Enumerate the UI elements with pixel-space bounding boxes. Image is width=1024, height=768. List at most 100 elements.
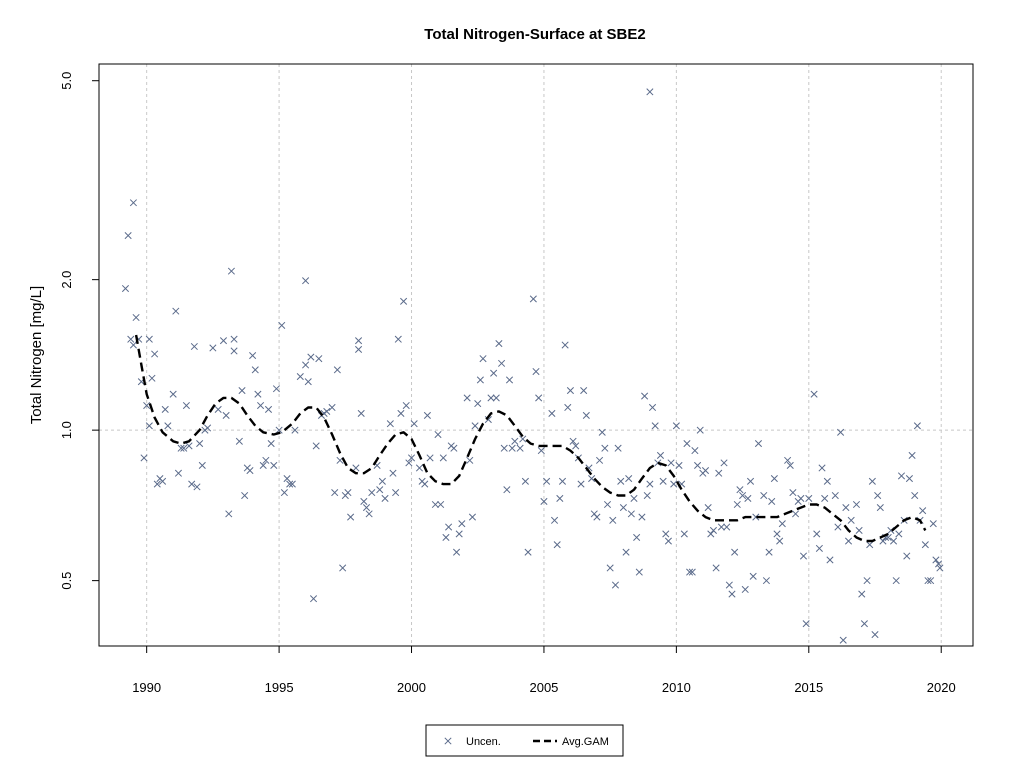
data-point xyxy=(511,437,519,445)
data-point xyxy=(219,337,228,345)
data-point xyxy=(577,480,585,488)
data-point xyxy=(524,548,532,556)
data-point xyxy=(145,335,153,343)
data-point xyxy=(286,480,294,488)
data-point xyxy=(903,552,911,560)
data-point xyxy=(823,477,831,485)
data-point xyxy=(283,475,291,483)
data-point xyxy=(532,367,540,376)
data-point xyxy=(127,335,135,343)
data-point xyxy=(762,577,770,585)
data-point xyxy=(484,415,492,424)
data-point xyxy=(500,444,508,452)
data-point xyxy=(304,378,312,386)
data-point xyxy=(784,456,792,464)
data-point xyxy=(267,440,275,448)
data-point xyxy=(648,403,657,412)
x-tick-label: 2020 xyxy=(927,680,956,695)
data-point xyxy=(593,513,601,521)
data-point xyxy=(368,489,376,497)
data-point xyxy=(540,497,548,506)
data-point xyxy=(921,541,929,549)
data-point xyxy=(739,491,747,500)
data-point xyxy=(786,461,794,469)
data-point xyxy=(354,337,363,345)
chart-title: Total Nitrogen-Surface at SBE2 xyxy=(424,26,645,43)
data-point xyxy=(468,513,476,521)
data-point xyxy=(476,376,484,384)
data-point xyxy=(344,489,352,497)
data-point xyxy=(606,564,614,572)
data-point xyxy=(278,321,286,329)
data-point xyxy=(450,444,458,452)
data-point xyxy=(646,88,654,96)
data-point xyxy=(214,405,222,413)
data-point xyxy=(863,577,871,585)
data-point xyxy=(691,447,699,455)
data-point xyxy=(161,405,169,413)
data-point xyxy=(709,526,718,535)
data-point xyxy=(582,411,590,420)
data-point xyxy=(696,426,704,434)
data-point xyxy=(625,475,633,483)
data-point xyxy=(543,477,551,485)
data-point xyxy=(177,444,185,452)
data-point xyxy=(897,472,906,480)
data-point xyxy=(715,469,723,477)
data-point xyxy=(257,401,265,410)
data-point xyxy=(487,394,495,402)
data-point xyxy=(198,461,206,469)
data-point xyxy=(659,477,667,485)
data-point xyxy=(598,428,606,436)
data-point xyxy=(302,277,310,285)
data-point xyxy=(516,444,524,452)
data-point xyxy=(434,430,442,439)
data-point xyxy=(235,437,243,445)
data-point xyxy=(749,572,757,580)
data-point xyxy=(498,359,506,367)
data-point xyxy=(564,403,572,412)
data-point xyxy=(617,477,625,485)
data-point xyxy=(302,361,310,369)
data-point xyxy=(936,564,944,572)
data-point xyxy=(185,442,193,450)
data-point xyxy=(561,341,569,349)
data-point xyxy=(686,568,694,576)
data-point xyxy=(773,530,781,538)
x-tick-label: 1990 xyxy=(132,680,161,695)
data-point xyxy=(839,636,847,644)
data-point xyxy=(641,392,649,400)
data-point xyxy=(688,568,696,576)
data-point xyxy=(826,556,834,564)
data-point xyxy=(471,422,479,430)
data-point xyxy=(365,510,373,518)
data-point xyxy=(386,420,394,428)
data-point xyxy=(566,386,574,395)
data-point xyxy=(550,516,559,524)
data-point xyxy=(635,568,643,576)
data-point xyxy=(609,516,617,524)
data-point xyxy=(238,386,246,395)
data-point xyxy=(151,350,159,358)
data-point xyxy=(196,440,204,448)
data-point xyxy=(169,390,177,398)
data-point xyxy=(569,437,577,445)
data-point xyxy=(701,467,710,475)
x-tick-label: 2010 xyxy=(662,680,691,695)
data-point xyxy=(455,530,463,538)
data-point xyxy=(378,477,386,485)
data-point xyxy=(503,486,511,494)
data-point xyxy=(791,510,800,518)
data-point xyxy=(188,480,196,488)
data-point xyxy=(935,560,943,568)
data-point xyxy=(296,372,304,381)
data-point xyxy=(431,500,439,509)
data-point xyxy=(776,537,784,545)
data-point xyxy=(495,340,503,348)
data-point xyxy=(797,494,805,503)
data-point xyxy=(858,590,866,598)
data-point xyxy=(768,497,776,506)
data-point xyxy=(723,523,731,531)
data-point xyxy=(712,564,720,572)
